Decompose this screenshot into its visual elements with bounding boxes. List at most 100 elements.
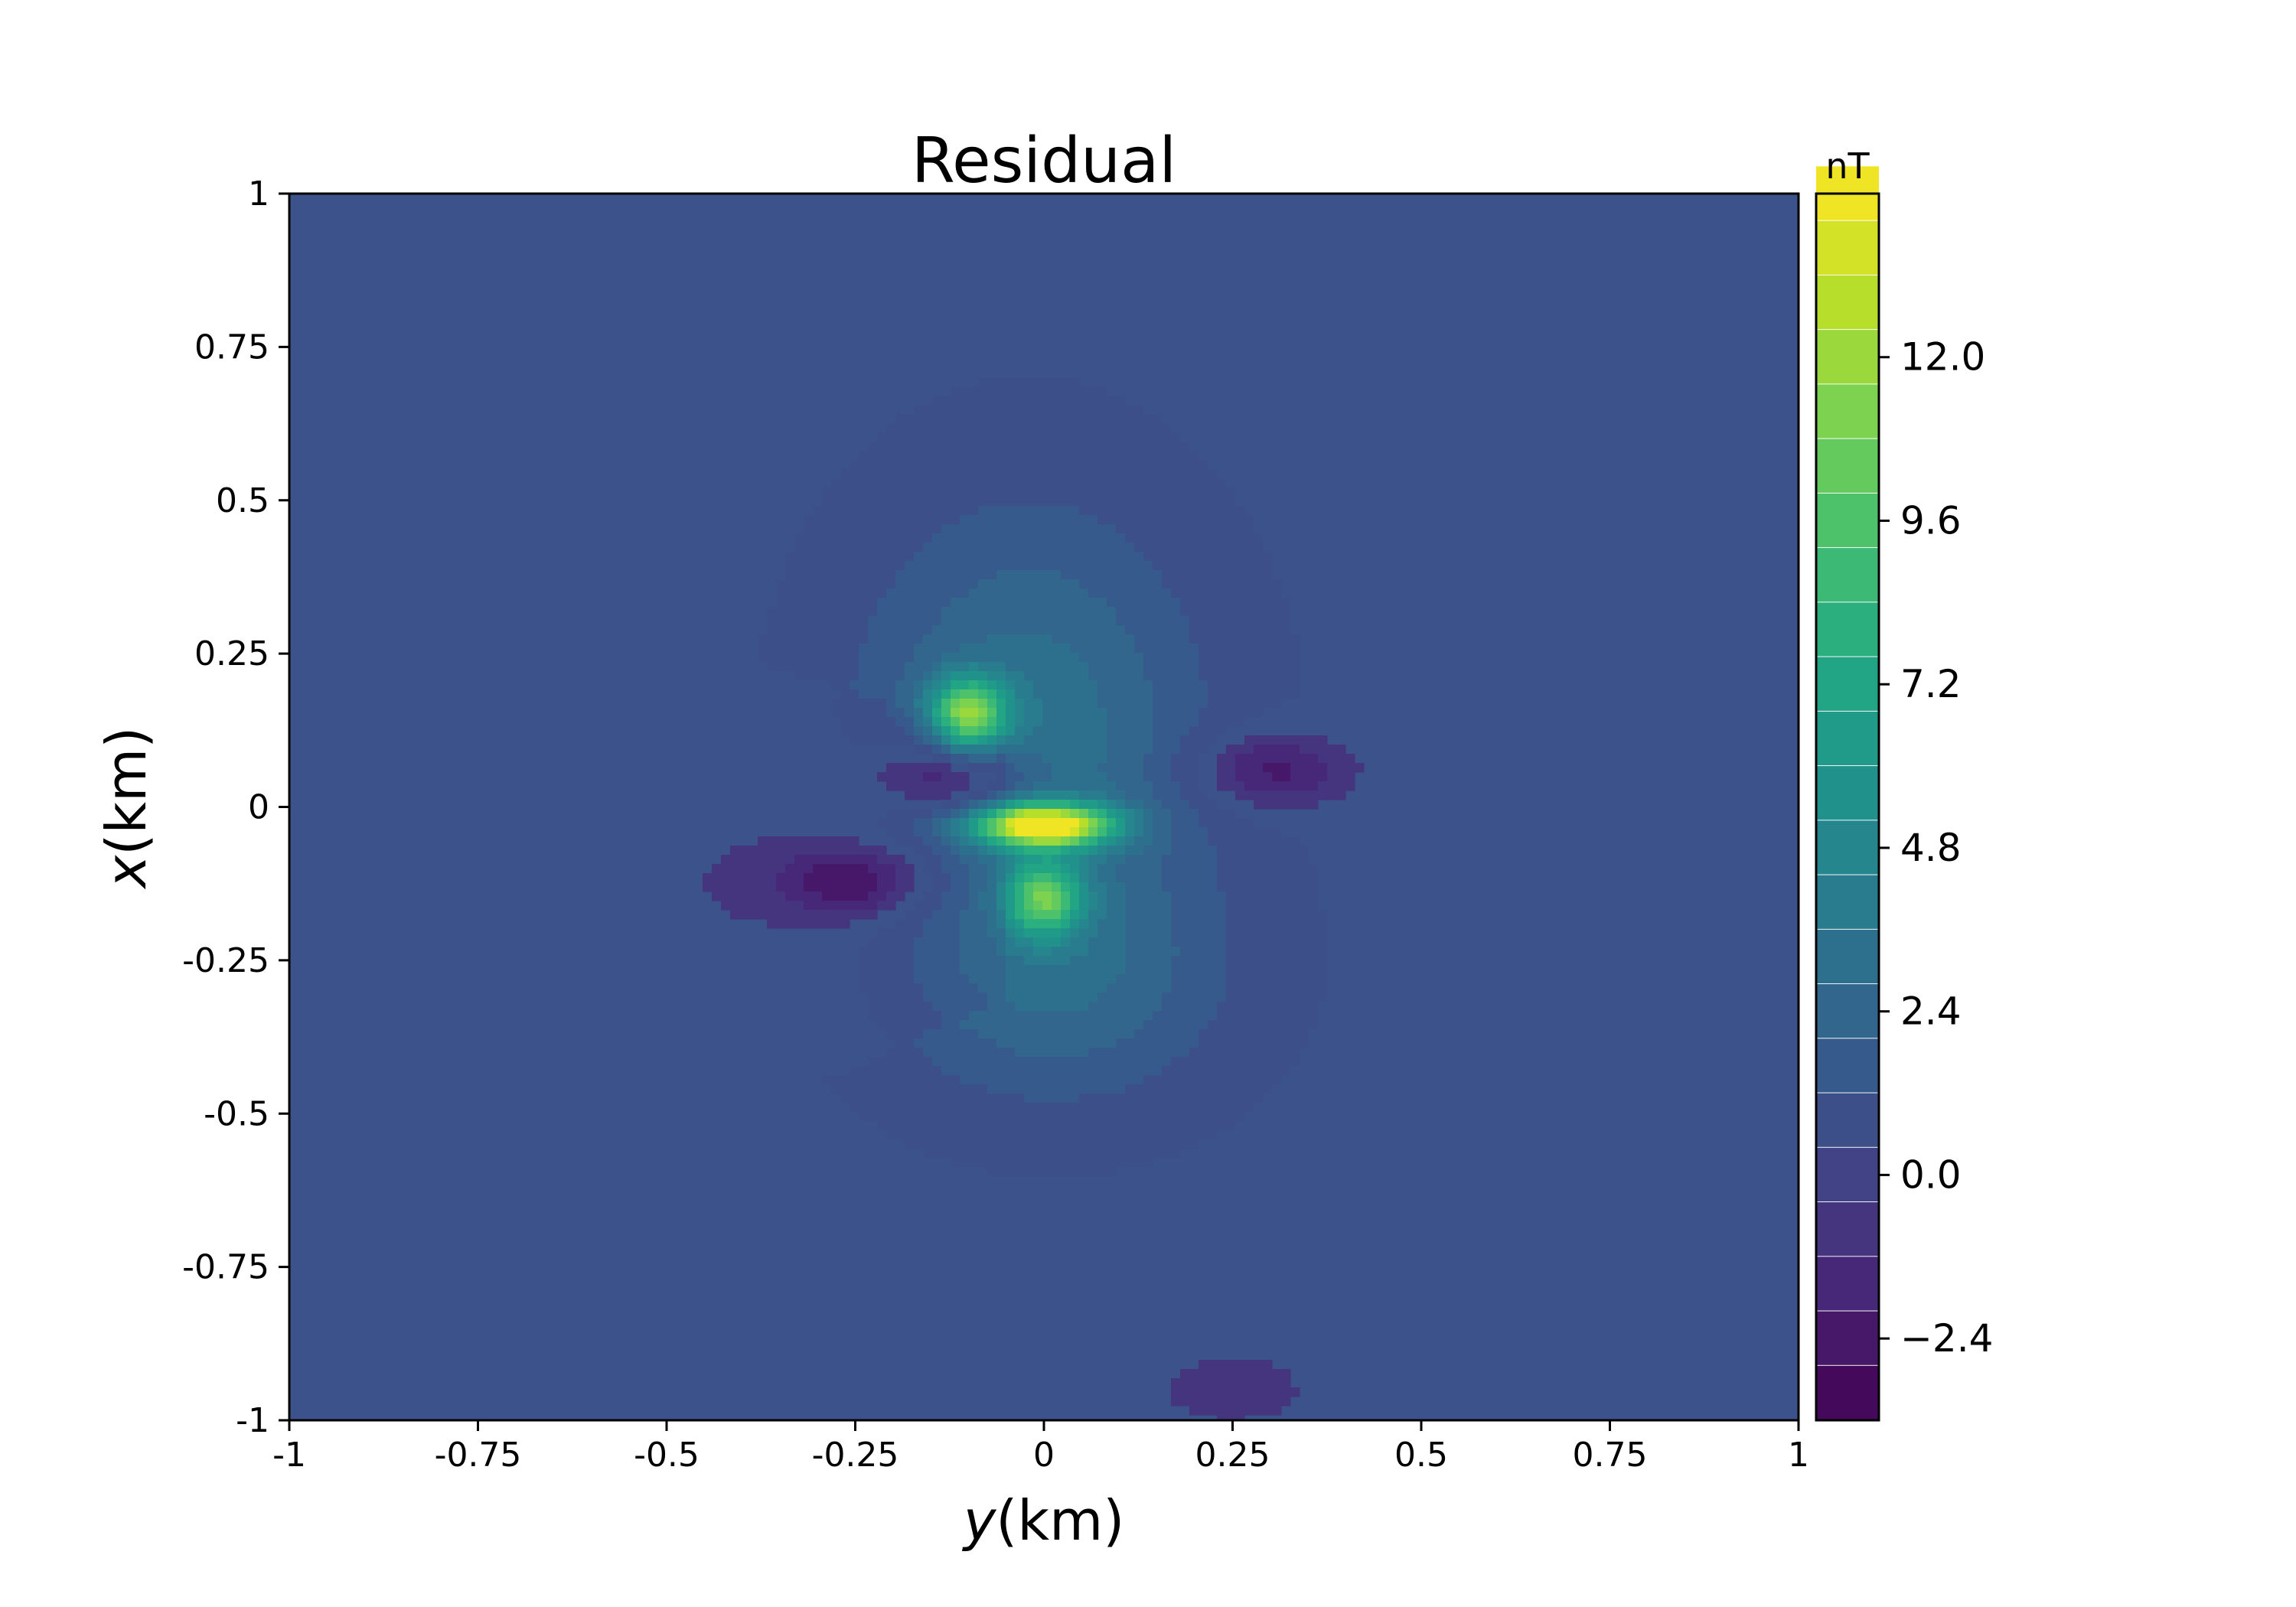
contour-cell (1272, 983, 1282, 993)
contour-cell (1208, 1020, 1218, 1030)
contour-cell (1300, 754, 1309, 764)
contour-cell (1263, 956, 1273, 966)
contour-cell (1125, 965, 1135, 975)
contour-cell (1318, 735, 1328, 745)
contour-cell (941, 1057, 951, 1067)
contour-cell (1263, 570, 1273, 580)
contour-cell (785, 855, 795, 865)
contour-cell (1153, 809, 1163, 819)
contour-cell (941, 790, 951, 800)
contour-cell (1199, 937, 1208, 947)
contour-cell (969, 937, 979, 947)
contour-cell (1290, 644, 1300, 654)
contour-cell (1143, 607, 1153, 617)
contour-cell (996, 607, 1006, 617)
contour-cell (1290, 910, 1300, 920)
contour-cell (868, 451, 878, 461)
contour-cell (1088, 699, 1098, 709)
contour-cell (1153, 892, 1163, 901)
contour-cell (868, 487, 878, 497)
contour-cell (1107, 836, 1117, 846)
contour-cell (1079, 965, 1089, 975)
contour-cell (1033, 873, 1043, 883)
contour-cell (1290, 790, 1300, 800)
contour-cell (1244, 1020, 1254, 1030)
contour-cell (868, 1075, 878, 1085)
contour-cell (987, 497, 997, 507)
contour-cell (1153, 836, 1163, 846)
contour-cell (1226, 561, 1236, 571)
contour-cell (1208, 1066, 1218, 1076)
contour-cell (1272, 956, 1282, 966)
contour-cell (895, 947, 905, 957)
contour-cell (1309, 754, 1319, 764)
contour-cell (1244, 901, 1254, 911)
contour-cell (1006, 726, 1016, 736)
contour-cell (1189, 873, 1199, 883)
contour-cell (1254, 846, 1264, 856)
contour-cell (923, 634, 933, 644)
contour-cell (1015, 533, 1025, 543)
contour-cell (776, 910, 786, 920)
contour-cell (739, 864, 749, 874)
contour-cell (1116, 1002, 1126, 1012)
contour-cell (1162, 515, 1172, 525)
contour-cell (1272, 965, 1282, 975)
contour-cell (1226, 947, 1236, 957)
contour-cell (960, 873, 970, 883)
contour-cell (1079, 598, 1089, 608)
contour-cell (914, 1038, 924, 1048)
contour-cell (1006, 1066, 1016, 1076)
contour-cell (1263, 790, 1273, 800)
contour-cell (1263, 1066, 1273, 1076)
contour-cell (1061, 689, 1071, 699)
contour-cell (813, 515, 823, 525)
contour-cell (868, 1066, 878, 1076)
contour-cell (941, 396, 951, 406)
contour-cell (932, 423, 942, 433)
contour-cell (1244, 1011, 1254, 1021)
contour-cell (785, 919, 795, 929)
contour-cell (1254, 754, 1264, 764)
contour-cell (1235, 1415, 1245, 1420)
contour-cell (1355, 763, 1365, 773)
contour-cell (1061, 396, 1071, 406)
contour-cell (1235, 1378, 1245, 1388)
contour-cell (1042, 956, 1052, 966)
contour-cell (1153, 607, 1163, 617)
contour-cell (905, 625, 915, 635)
contour-cell (1171, 689, 1181, 699)
contour-cell (969, 965, 979, 975)
contour-cell (987, 928, 997, 938)
contour-cell (895, 1130, 905, 1140)
contour-cell (932, 818, 942, 828)
contour-cell (1143, 451, 1153, 461)
contour-cell (905, 708, 915, 718)
contour-cell (1171, 763, 1181, 773)
contour-cell (1042, 506, 1052, 516)
contour-cell (969, 671, 979, 681)
contour-cell (1107, 423, 1117, 433)
contour-cell (1143, 892, 1153, 901)
contour-cell (1061, 487, 1071, 497)
contour-cell (1107, 588, 1117, 598)
contour-cell (1208, 644, 1218, 654)
colorbar-frame (1815, 192, 1880, 1422)
contour-cell (1116, 423, 1126, 433)
contour-cell (1042, 1158, 1052, 1168)
contour-cell (914, 634, 924, 644)
contour-cell (1134, 781, 1144, 791)
contour-cell (840, 717, 850, 727)
contour-cell (1061, 873, 1071, 883)
contour-cell (1281, 763, 1291, 773)
contour-cell (1052, 855, 1062, 865)
contour-cell (1180, 708, 1190, 718)
contour-cell (978, 1158, 988, 1168)
contour-cell (960, 552, 970, 562)
contour-cell (831, 515, 841, 525)
contour-cell (1006, 708, 1016, 718)
contour-cell (987, 680, 997, 690)
contour-cell (1042, 432, 1052, 442)
contour-cell (1153, 1075, 1163, 1085)
contour-cell (1015, 1057, 1025, 1067)
